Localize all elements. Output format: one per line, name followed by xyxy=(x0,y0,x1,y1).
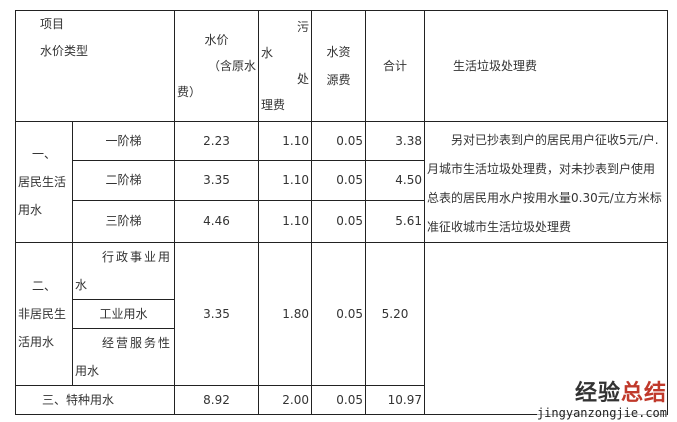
resource: 0.05 xyxy=(311,242,367,386)
table-row: 工业用水 xyxy=(16,299,668,329)
table-row: 三、特种用水 8.92 2.00 0.05 10.97 xyxy=(14,385,668,415)
s-a1: 行政事业用 xyxy=(102,250,173,264)
tier-name: 一阶梯 xyxy=(71,120,176,162)
total: 5.20 xyxy=(365,242,426,386)
total: 5.61 xyxy=(365,199,426,244)
residential-label: 一、居民生活用水 xyxy=(15,121,73,243)
sewage: 1.10 xyxy=(258,120,313,162)
table-row: 三阶梯 4.46 1.10 0.05 5.61 xyxy=(16,199,668,244)
table-row: 一、居民生活用水 一阶梯 2.23 1.10 0.05 3.38 另对已抄表到户… xyxy=(15,120,669,243)
sub-admin: 行政事业用水 xyxy=(71,242,176,300)
price: 4.46 xyxy=(174,199,260,244)
wm-part1: 经验 xyxy=(574,381,621,406)
price: 8.92 xyxy=(174,385,260,415)
resource: 0.05 xyxy=(311,160,367,201)
header-price-c: 费） xyxy=(177,85,202,99)
total: 10.97 xyxy=(365,385,426,415)
header-item: 项目 xyxy=(40,17,65,31)
header-garbage: 生活垃圾处理费 xyxy=(424,10,669,122)
header-sewage: 污水处理费 xyxy=(258,10,313,122)
table-row: 二、非居民生活用水 行政事业用水 3.35 1.80 0.05 5.20 xyxy=(15,242,669,415)
h-s-a: 污 xyxy=(297,20,310,34)
s-a2: 水 xyxy=(75,278,88,292)
s-c2: 用水 xyxy=(75,364,100,378)
special-label: 三、特种用水 xyxy=(14,385,176,415)
h-s-d: 理费 xyxy=(261,98,286,112)
resource: 0.05 xyxy=(311,120,367,162)
price: 3.35 xyxy=(174,160,260,201)
tier-name: 三阶梯 xyxy=(71,199,176,244)
total: 4.50 xyxy=(365,160,426,201)
wm-part2: 总结 xyxy=(620,381,667,406)
header-total: 合计 xyxy=(365,10,426,122)
resource: 0.05 xyxy=(311,385,367,415)
water-price-table: 项目 水价类型 水价 （含原水 费） 污水处理费 水资 源费 合计 生活垃圾处理费 一、… xyxy=(14,10,669,415)
watermark-url: jingyanzongjie.com xyxy=(536,406,667,420)
sewage: 1.10 xyxy=(258,160,313,201)
price: 3.35 xyxy=(174,242,260,386)
r-l-a: 一、 xyxy=(31,147,56,161)
n-l-c: 活用水 xyxy=(18,335,55,349)
watermark: 经验总结 jingyanzongjie.com xyxy=(536,382,667,420)
s-c1: 经营服务性 xyxy=(102,336,173,350)
header-row: 项目水价类型 水价 （含原水 费） 污水处理费 水资源费 合计 生活垃圾处理费 xyxy=(14,10,669,122)
header-price-b: （含原水 xyxy=(208,59,257,73)
price: 2.23 xyxy=(174,120,260,162)
h-s-b: 水 xyxy=(261,46,274,60)
header-price: 水价 （含原水 费） xyxy=(174,10,260,122)
header-resource: 水资 源费 xyxy=(311,10,367,122)
total: 3.38 xyxy=(365,120,426,162)
sewage: 2.00 xyxy=(258,385,313,415)
garbage-note: 另对已抄表到户的居民用户征收5元/户.月城市生活垃圾处理费，对未抄表到户使用总表… xyxy=(424,121,669,243)
sewage: 1.10 xyxy=(258,199,313,244)
r-l-c: 用水 xyxy=(18,203,43,217)
sub-business: 经营服务性 用水 xyxy=(71,328,176,386)
n-l-b: 非居民生 xyxy=(18,307,67,321)
h-r-a: 水资 xyxy=(326,45,351,59)
header-type: 水价类型 xyxy=(40,44,89,58)
tier-name: 二阶梯 xyxy=(71,160,176,201)
table-row: 二阶梯 3.35 1.10 0.05 4.50 xyxy=(16,160,668,201)
h-r-b: 源费 xyxy=(326,73,351,87)
header-item-type: 项目 水价类型 xyxy=(14,10,176,122)
n-l-a: 二、 xyxy=(31,279,56,293)
sewage: 1.80 xyxy=(258,242,313,386)
nonresidential-label: 二、 非居民生 活用水 xyxy=(15,242,73,386)
sub-industrial: 工业用水 xyxy=(71,299,176,329)
h-s-c: 处 xyxy=(297,72,310,86)
header-price-a: 水价 xyxy=(204,33,229,47)
r-l-b: 居民生活 xyxy=(18,175,67,189)
resource: 0.05 xyxy=(311,199,367,244)
watermark-logo: 经验总结 xyxy=(537,382,667,406)
